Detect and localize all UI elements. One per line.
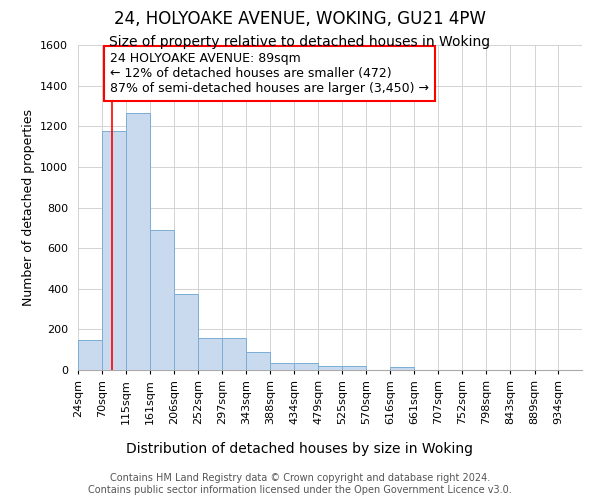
Text: 24, HOLYOAKE AVENUE, WOKING, GU21 4PW: 24, HOLYOAKE AVENUE, WOKING, GU21 4PW — [114, 10, 486, 28]
Bar — [126, 113, 151, 370]
Bar — [270, 363, 295, 370]
Bar — [391, 367, 414, 370]
Bar — [222, 338, 247, 370]
Bar — [318, 366, 343, 370]
Bar — [78, 340, 102, 370]
Bar — [295, 363, 318, 370]
Text: 24 HOLYOAKE AVENUE: 89sqm
← 12% of detached houses are smaller (472)
87% of semi: 24 HOLYOAKE AVENUE: 89sqm ← 12% of detac… — [110, 52, 429, 95]
Bar — [343, 366, 366, 370]
Text: Contains HM Land Registry data © Crown copyright and database right 2024.
Contai: Contains HM Land Registry data © Crown c… — [88, 474, 512, 495]
Text: Size of property relative to detached houses in Woking: Size of property relative to detached ho… — [109, 35, 491, 49]
Bar — [151, 230, 174, 370]
Text: Distribution of detached houses by size in Woking: Distribution of detached houses by size … — [127, 442, 473, 456]
Bar — [247, 352, 270, 370]
Y-axis label: Number of detached properties: Number of detached properties — [22, 109, 35, 306]
Bar — [174, 294, 199, 370]
Bar — [199, 338, 222, 370]
Bar — [102, 132, 126, 370]
